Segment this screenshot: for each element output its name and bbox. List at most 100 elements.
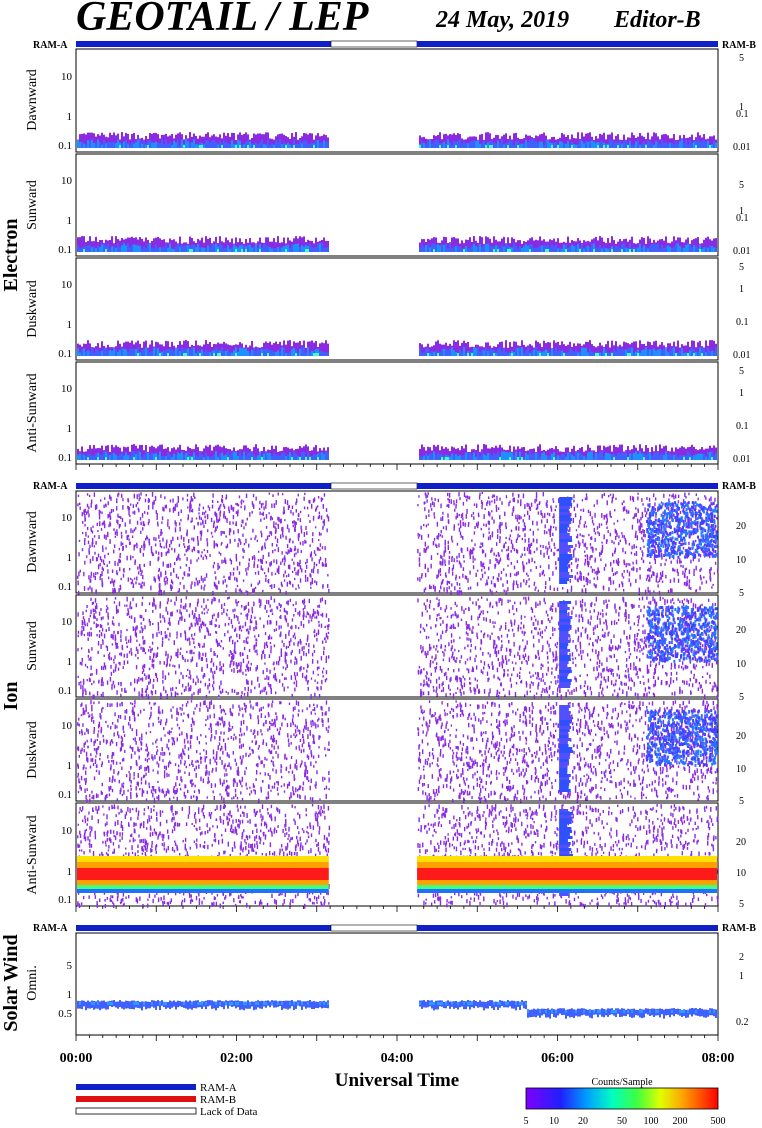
electron-band-cell — [497, 249, 499, 252]
ion-noise-cell — [553, 551, 555, 557]
ion-feature-cell — [694, 555, 697, 559]
electron-band-cell — [261, 349, 263, 356]
electron-band-cell — [277, 344, 279, 356]
ion-noise-cell — [462, 535, 464, 540]
ion-noise-cell — [87, 587, 89, 591]
ion-feature-cell — [658, 503, 661, 507]
ion-noise-cell — [318, 514, 321, 519]
ion-feature-cell — [708, 526, 711, 530]
electron-band-cell — [433, 249, 435, 252]
electron-band-cell — [645, 454, 647, 460]
electron-band-cell — [321, 452, 323, 460]
ion-noise-cell — [254, 537, 256, 541]
electron-band-cell — [621, 143, 623, 148]
ion-noise-cell — [233, 530, 235, 535]
ion-noise-cell — [541, 571, 543, 576]
ion-noise-cell — [133, 545, 135, 551]
electron-band-cell — [235, 452, 237, 460]
electron-band-cell — [495, 245, 497, 252]
electron-band-cell — [129, 144, 131, 148]
ion-noise-cell — [297, 584, 300, 587]
ion-noise-cell — [469, 554, 471, 560]
ion-noise-cell — [165, 504, 168, 509]
ion-noise-cell — [101, 583, 104, 588]
electron-band-cell — [435, 446, 437, 460]
ion-noise-cell — [459, 531, 462, 536]
ion-noise-cell — [163, 546, 165, 549]
ion-noise-cell — [463, 492, 466, 498]
ion-noise-cell — [467, 524, 470, 527]
electron-band-cell — [161, 456, 163, 460]
ion-feature-cell — [700, 531, 703, 535]
ion-noise-cell — [189, 500, 192, 506]
ion-noise-cell — [126, 535, 128, 540]
ion-noise-cell — [204, 519, 207, 525]
ion-noise-cell — [672, 508, 674, 513]
ion-noise-cell — [685, 523, 687, 529]
electron-band-cell — [621, 452, 623, 460]
ion-noise-cell — [257, 550, 260, 553]
ion-noise-cell — [654, 559, 657, 565]
electron-band-cell — [325, 247, 327, 252]
ion-noise-cell — [272, 549, 274, 554]
ion-noise-cell — [229, 572, 232, 576]
ion-noise-cell — [174, 520, 176, 525]
electron-band-cell — [97, 139, 99, 148]
ion-noise-cell — [462, 501, 465, 506]
ion-noise-cell — [187, 547, 189, 552]
ion-noise-cell — [688, 533, 690, 538]
ion-noise-cell — [216, 525, 219, 529]
ion-noise-cell — [298, 586, 300, 589]
electron-band-cell — [607, 340, 609, 356]
ion-noise-cell — [663, 493, 665, 498]
ion-noise-cell — [609, 512, 611, 517]
electron-band-cell — [235, 353, 237, 356]
ion-noise-cell — [265, 561, 268, 564]
ion-feature-cell — [660, 526, 663, 530]
electron-band-cell — [607, 145, 609, 148]
electron-band-cell — [457, 238, 459, 252]
ion-noise-cell — [710, 568, 712, 571]
electron-band-cell — [253, 133, 255, 148]
y2-tick-label: 10 — [736, 555, 746, 566]
electron-band-cell — [89, 245, 91, 252]
ion-feature-cell — [711, 520, 714, 524]
electron-band-cell — [707, 451, 709, 460]
ion-noise-cell — [454, 586, 456, 591]
ion-noise-cell — [580, 572, 582, 577]
ion-noise-cell — [242, 500, 245, 503]
ion-noise-cell — [543, 552, 545, 558]
ion-noise-cell — [670, 553, 673, 556]
electron-band-cell — [121, 143, 123, 148]
ion-noise-cell — [502, 583, 504, 587]
ion-noise-cell — [169, 584, 172, 589]
electron-band-cell — [693, 141, 695, 148]
ion-noise-cell — [213, 561, 216, 565]
electron-band-cell — [91, 247, 93, 252]
ion-noise-cell — [606, 500, 608, 506]
ion-noise-cell — [284, 555, 286, 560]
electron-band-cell — [539, 343, 541, 356]
electron-band-cell — [141, 238, 143, 252]
ion-noise-cell — [579, 519, 581, 525]
ion-noise-cell — [213, 522, 215, 527]
electron-band-cell — [209, 247, 211, 252]
y2-tick-label: 1 — [739, 284, 744, 295]
electron-band-cell — [327, 451, 329, 460]
electron-band-cell — [251, 247, 253, 252]
electron-band-cell — [573, 138, 575, 148]
electron-band-cell — [449, 141, 451, 148]
ion-noise-cell — [84, 508, 86, 513]
ion-noise-cell — [535, 586, 537, 590]
electron-band-cell — [265, 348, 267, 356]
electron-band-cell — [151, 340, 153, 356]
ion-noise-cell — [487, 511, 490, 516]
electron-band-cell — [671, 247, 673, 252]
ion-noise-cell — [161, 531, 163, 535]
ion-noise-cell — [293, 548, 296, 552]
ion-noise-cell — [299, 518, 302, 523]
ion-noise-cell — [647, 569, 649, 572]
ion-noise-cell — [226, 519, 228, 523]
ion-noise-cell — [424, 541, 427, 547]
ion-noise-cell — [686, 582, 688, 587]
